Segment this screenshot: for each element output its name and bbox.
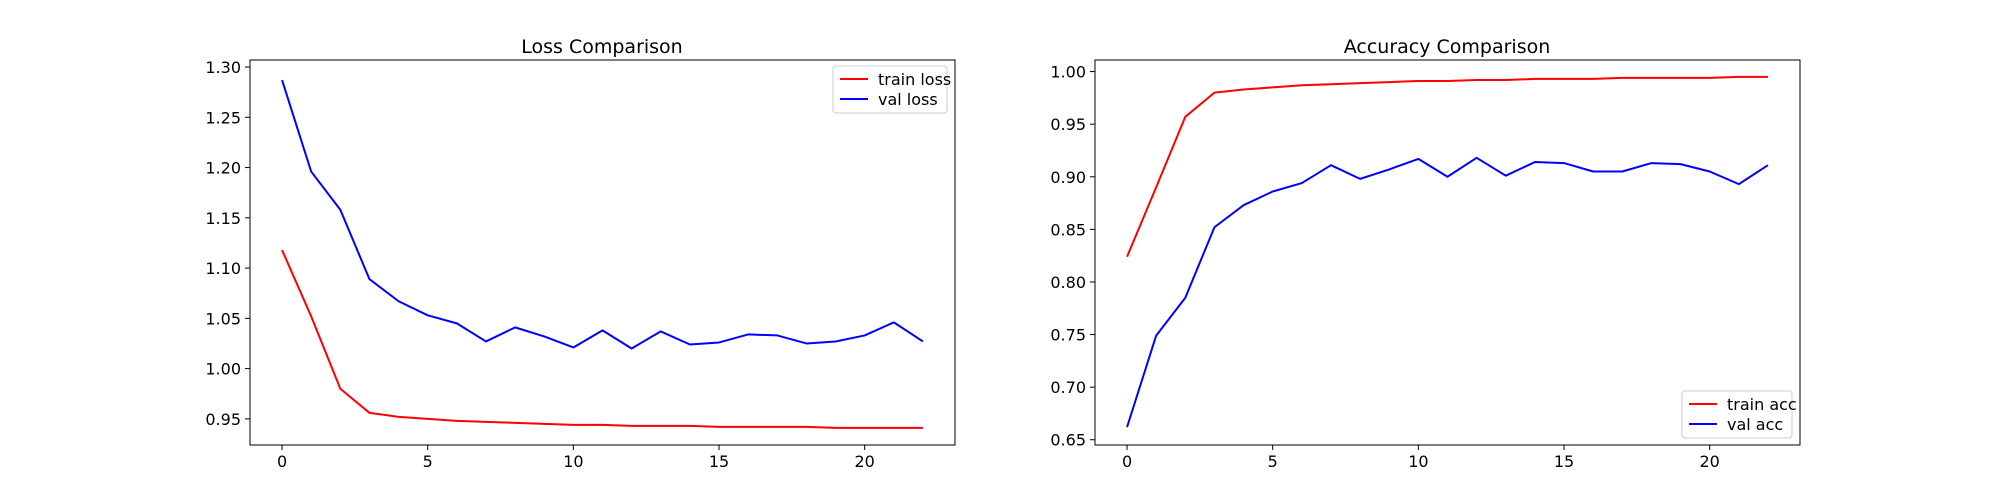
x-tick-label: 20 — [1700, 452, 1720, 471]
y-tick-label: 0.95 — [205, 410, 241, 429]
y-tick-label: 1.00 — [1050, 63, 1086, 82]
legend-label-train-loss: train loss — [878, 70, 951, 89]
loss-comparison-chart: Loss Comparison 0 5 10 15 20 0.95 1.00 1.05 1.10… — [205, 36, 956, 471]
y-tick-label: 0.75 — [1050, 326, 1086, 345]
axis-ticks: 0 5 10 15 20 0.65 0.70 0.75 0.80 0.85 0.90 0.95 1.00 — [1050, 63, 1719, 471]
x-tick-label: 0 — [277, 452, 287, 471]
x-tick-label: 0 — [1122, 452, 1132, 471]
legend-label-train-acc: train acc — [1727, 395, 1797, 414]
y-tick-label: 1.30 — [205, 58, 241, 77]
plot-frame — [249, 59, 956, 446]
y-tick-label: 1.00 — [205, 360, 241, 379]
y-tick-label: 0.85 — [1050, 220, 1086, 239]
y-tick-label: 1.10 — [205, 259, 241, 278]
x-tick-label: 10 — [1408, 452, 1428, 471]
legend-label-val-acc: val acc — [1727, 415, 1783, 434]
val-loss-line — [281, 79, 924, 350]
legend-box — [832, 65, 948, 114]
x-tick-label: 5 — [423, 452, 433, 471]
chart-title: Accuracy Comparison — [1344, 36, 1551, 58]
x-tick-label: 15 — [1554, 452, 1574, 471]
y-tick-label: 1.25 — [205, 108, 241, 127]
y-tick-label: 0.70 — [1050, 378, 1086, 397]
train-acc-line — [1126, 75, 1768, 258]
x-tick-label: 15 — [709, 452, 729, 471]
axis-ticks: 0 5 10 15 20 0.95 1.00 1.05 1.10 1.15 1.20 1.25 1.30 — [205, 58, 874, 471]
legend: train acc val acc — [1681, 390, 1797, 439]
y-tick-label: 1.15 — [205, 209, 241, 228]
plot-frame — [1094, 59, 1801, 446]
legend: train loss val loss — [832, 65, 951, 114]
train-loss-line — [281, 249, 923, 429]
y-tick-label: 0.80 — [1050, 273, 1086, 292]
legend-box — [1681, 390, 1793, 439]
y-tick-label: 1.05 — [205, 309, 241, 328]
chart-title: Loss Comparison — [521, 36, 682, 58]
y-tick-label: 0.95 — [1050, 115, 1086, 134]
legend-label-val-loss: val loss — [878, 90, 938, 109]
y-tick-label: 0.90 — [1050, 168, 1086, 187]
y-tick-label: 1.20 — [205, 159, 241, 178]
accuracy-comparison-chart: Accuracy Comparison 0 5 10 15 20 0.65 0.70 0.75… — [1050, 36, 1801, 471]
y-tick-label: 0.65 — [1050, 431, 1086, 450]
chart-marks — [281, 79, 924, 429]
val-acc-line — [1126, 156, 1769, 428]
x-tick-label: 10 — [563, 452, 583, 471]
chart-marks — [1126, 75, 1769, 428]
x-tick-label: 20 — [855, 452, 875, 471]
x-tick-label: 5 — [1268, 452, 1278, 471]
